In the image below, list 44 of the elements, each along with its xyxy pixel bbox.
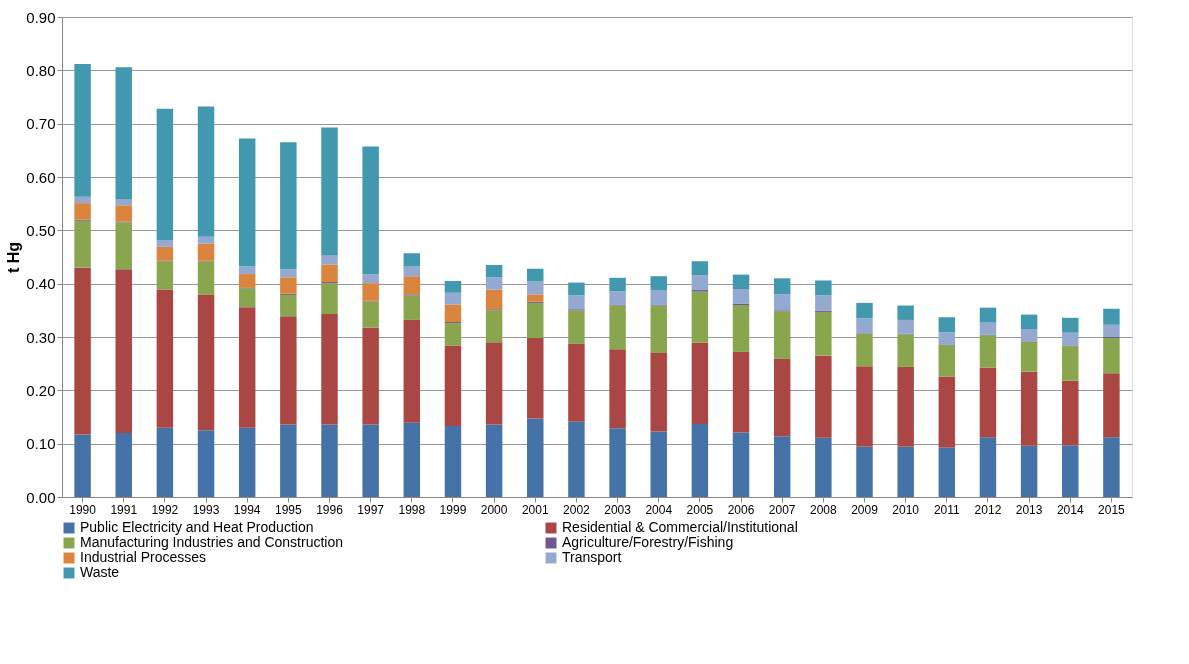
legend-label: Industrial Processes: [80, 549, 207, 565]
legend-label: Waste: [80, 564, 120, 580]
legend-label: Public Electricity and Heat Production: [80, 519, 314, 535]
x-tick-label: 2003: [604, 502, 632, 517]
legend-label: Manufacturing Industries and Construction: [80, 534, 344, 550]
x-tick-label: 2008: [809, 502, 838, 517]
x-tick-label: 2001: [521, 502, 549, 517]
x-tick-label: 2000: [480, 502, 508, 517]
x-tick-label: 1993: [192, 502, 220, 517]
x-tick-label: 2007: [768, 502, 796, 517]
x-tick-label: 1997: [357, 502, 385, 517]
x-tick-label: 1990: [69, 502, 97, 517]
x-tick-label: 2002: [563, 502, 591, 517]
y-axis-title: t Hg: [5, 241, 23, 274]
x-tick-label: 2006: [727, 502, 755, 517]
y-tick-label: 0.40: [26, 275, 56, 293]
y-tick-label: 0.00: [26, 488, 56, 506]
x-tick-label: 1992: [151, 502, 179, 517]
x-tick-label: 2012: [974, 502, 1002, 517]
x-tick-label: 1995: [274, 502, 303, 517]
x-tick-label: 1998: [398, 502, 426, 517]
x-tick-label: 1996: [316, 502, 344, 517]
x-tick-label: 2014: [1056, 502, 1084, 517]
x-tick-label: 2010: [892, 502, 920, 517]
x-tick-label: 1994: [233, 502, 261, 517]
x-tick-label: 2011: [933, 502, 961, 517]
x-tick-label: 2004: [645, 502, 673, 517]
y-tick-label: 0.30: [26, 328, 56, 346]
y-tick-label: 0.60: [26, 168, 56, 186]
x-tick-label: 2013: [1015, 502, 1043, 517]
x-tick-label: 2009: [851, 502, 879, 517]
legend-label: Agriculture/Forestry/Fishing: [562, 534, 734, 550]
x-tick-label: 1991: [110, 502, 138, 517]
x-tick-label: 2015: [1098, 502, 1126, 517]
y-tick-label: 0.80: [26, 61, 56, 79]
legend-label: Transport: [562, 549, 622, 565]
y-tick-label: 0.10: [26, 435, 56, 453]
y-tick-label: 0.90: [26, 8, 56, 26]
x-tick-label: 1999: [439, 502, 467, 517]
y-tick-label: 0.20: [26, 381, 56, 399]
legend-label: Residential & Commercial/Institutional: [562, 519, 798, 535]
y-tick-label: 0.70: [26, 115, 56, 133]
x-tick-label: 2005: [686, 502, 714, 517]
y-tick-label: 0.50: [26, 221, 56, 239]
